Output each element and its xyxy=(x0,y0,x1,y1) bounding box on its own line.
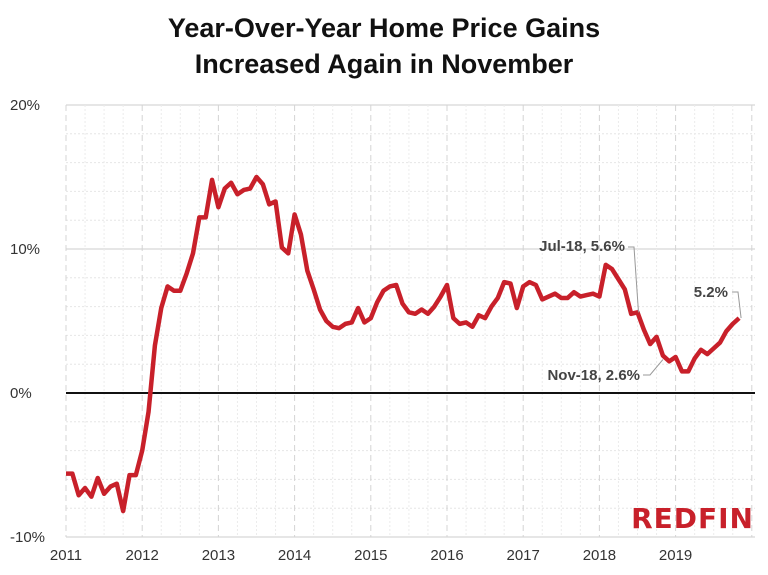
redfin-logo: REDFIN xyxy=(631,502,754,535)
title-line-1: Year-Over-Year Home Price Gains xyxy=(167,13,601,43)
y-tick-label: 0% xyxy=(10,385,32,402)
x-tick-label: 2019 xyxy=(659,547,692,564)
annotation-leader xyxy=(643,359,664,376)
x-tick-label: 2016 xyxy=(430,547,463,564)
x-tick-label: 2011 xyxy=(50,547,82,564)
annotation-leader xyxy=(732,291,742,319)
annotation-label: Nov-18, 2.6% xyxy=(547,367,640,384)
series-line xyxy=(66,174,741,514)
x-tick-label: 2018 xyxy=(583,547,616,564)
chart-title: Year-Over-Year Home Price Gains Increase… xyxy=(0,10,768,82)
annotation-label: 5.2% xyxy=(694,284,728,301)
annotation-leader xyxy=(628,246,639,313)
y-tick-label: 20% xyxy=(10,97,40,114)
x-tick-label: 2013 xyxy=(202,547,235,564)
x-tick-label: 2014 xyxy=(278,547,311,564)
y-tick-label: 10% xyxy=(10,241,40,258)
title-line-2: Increased Again in November xyxy=(194,49,574,79)
x-tick-label: 2015 xyxy=(354,547,387,564)
annotation-label: Jul-18, 5.6% xyxy=(539,238,625,255)
y-tick-label: -10% xyxy=(10,529,45,546)
x-tick-label: 2012 xyxy=(126,547,159,564)
x-tick-label: 2017 xyxy=(507,547,540,564)
